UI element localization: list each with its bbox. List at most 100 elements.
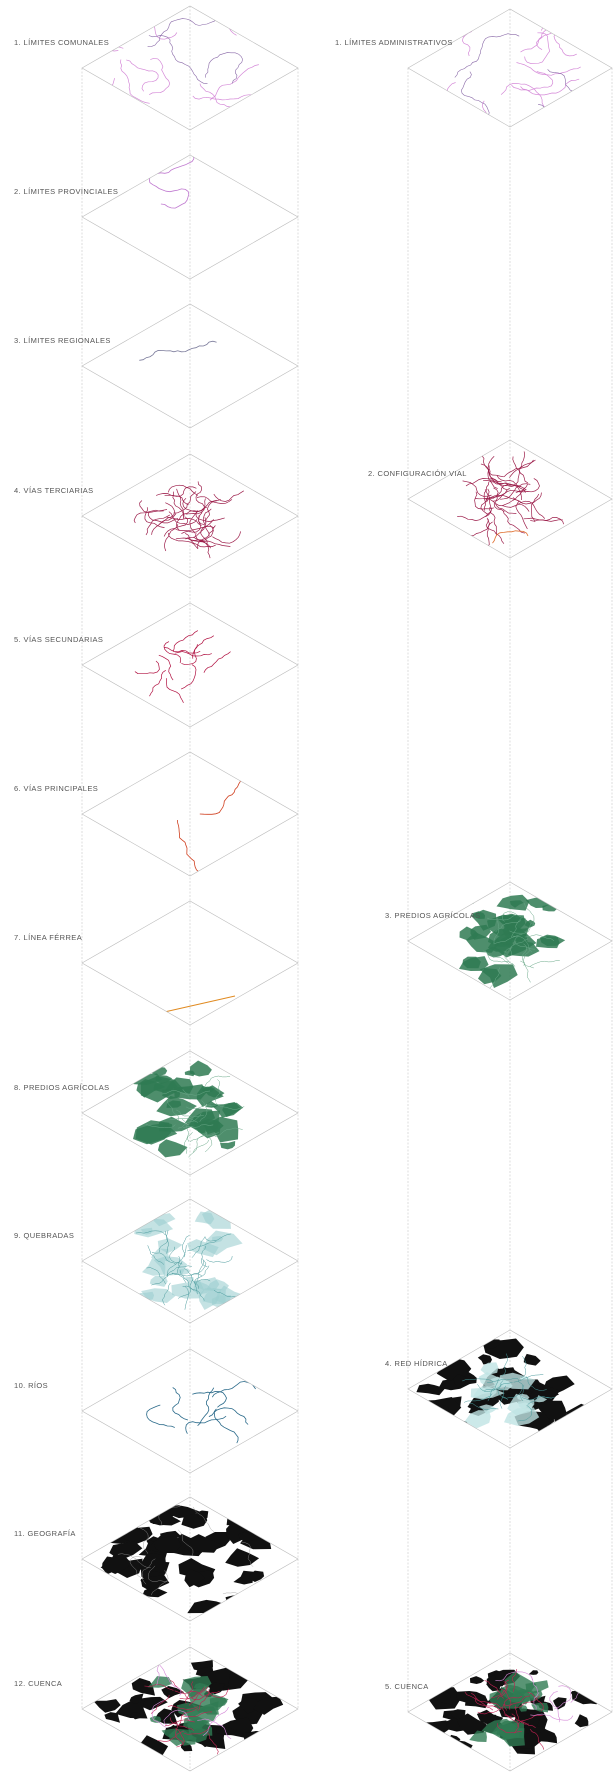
layer-line (214, 1127, 243, 1137)
layer-line (524, 32, 551, 64)
layer-line (195, 532, 211, 559)
layer-content (148, 155, 195, 209)
layer-line (509, 922, 532, 934)
layer-fill (503, 1730, 517, 1739)
layer-line (502, 911, 522, 922)
layer-fill (238, 1531, 256, 1542)
layer-fill (140, 1076, 184, 1103)
layer-line (151, 1570, 169, 1596)
layer-line (148, 34, 208, 84)
rail-line (159, 995, 236, 1014)
layer-line (193, 1265, 210, 1286)
layer-line (486, 494, 521, 503)
layer-content (82, 6, 279, 130)
layer-line (511, 71, 554, 91)
layer-fill (489, 1687, 527, 1709)
layer-fill (184, 1534, 221, 1553)
layer-label: 3. LÍMITES REGIONALES (14, 336, 111, 345)
layer-line (497, 1380, 509, 1401)
layer-line (215, 1102, 245, 1110)
layer-line (199, 759, 248, 815)
layer-line (147, 1245, 165, 1265)
layer-line (185, 1681, 194, 1704)
layer-line (140, 1528, 149, 1554)
layer-line (483, 481, 490, 511)
layer-frame (81, 453, 299, 579)
layer-line (184, 1268, 199, 1289)
layer-line (530, 1713, 574, 1721)
layer-line (484, 521, 493, 550)
layer-line (510, 938, 529, 956)
layer-line (553, 14, 577, 57)
layer-fill (84, 1728, 120, 1754)
layer-fill (253, 1696, 284, 1715)
layer-fill (157, 1139, 188, 1158)
layer-fill (131, 1678, 155, 1696)
layer-label: 4. VÍAS TERCIARIAS (14, 486, 94, 495)
layer-fill (500, 937, 515, 945)
layer-fill (220, 1141, 236, 1150)
layer-label: 1. LÍMITES COMUNALES (14, 38, 109, 47)
layer-fill (115, 1700, 148, 1719)
layer-line (178, 1245, 187, 1268)
layer-line (502, 510, 525, 534)
layer-line (464, 1393, 493, 1403)
layer-fill (496, 894, 530, 911)
layer-line (171, 1272, 203, 1277)
layer-line (192, 635, 214, 659)
layer-fill (553, 1697, 567, 1710)
layer-content (84, 1647, 284, 1765)
layer-line (540, 9, 589, 31)
layer-label: 5. VÍAS SECUNDARIAS (14, 635, 103, 644)
layer-line (504, 1696, 522, 1711)
layer-fill (507, 940, 540, 957)
layer-frame (81, 602, 299, 728)
layer-line (485, 519, 505, 544)
layer-fill (193, 1682, 210, 1690)
layer-line (181, 644, 198, 666)
layer-label: 1. LÍMITES ADMINISTRATIVOS (335, 38, 453, 47)
layer-fill (456, 1691, 486, 1704)
layer-line (184, 1131, 193, 1154)
layer-content (133, 1060, 245, 1158)
layer-line (172, 630, 199, 652)
layer-line (166, 1255, 181, 1277)
layer-line (197, 1718, 232, 1740)
layer-label: 12. CUENCA (14, 1679, 62, 1688)
layer-fill (187, 1726, 208, 1743)
layer-fill (556, 1741, 584, 1759)
layer-line (464, 1691, 492, 1704)
layer-fill (129, 1693, 144, 1704)
layer-line (530, 1676, 539, 1710)
layer-content (415, 1665, 602, 1759)
layer-line (213, 490, 244, 502)
layer-fill (534, 1400, 569, 1420)
layer-line (483, 950, 510, 964)
layer-fill (536, 936, 560, 949)
layer-fill (249, 1655, 279, 1672)
layer-fill (248, 1570, 265, 1582)
layer-line (513, 1374, 544, 1383)
layer-line (485, 498, 517, 514)
layer-line (475, 1697, 499, 1710)
layer-label: 8. PREDIOS AGRÍCOLAS (14, 1083, 110, 1092)
layer-frame (81, 1198, 299, 1324)
layer-line (185, 1415, 227, 1434)
layer-line (168, 484, 199, 496)
layer-line (474, 487, 510, 500)
layer-line (167, 1117, 198, 1123)
layer-line (194, 1260, 205, 1283)
layer-line (181, 1711, 213, 1717)
layer-line (166, 516, 202, 526)
layer-line (215, 1079, 220, 1102)
layer-line (549, 1691, 561, 1723)
layer-line (97, 1584, 126, 1597)
layer-line (520, 9, 551, 53)
layer-fill (130, 1712, 141, 1720)
layer-line (176, 1109, 204, 1118)
layer-fill (202, 1207, 231, 1229)
layer-line (501, 483, 528, 507)
layer-line (503, 1695, 531, 1706)
layer-line (161, 1090, 190, 1098)
layer-line (487, 465, 508, 491)
